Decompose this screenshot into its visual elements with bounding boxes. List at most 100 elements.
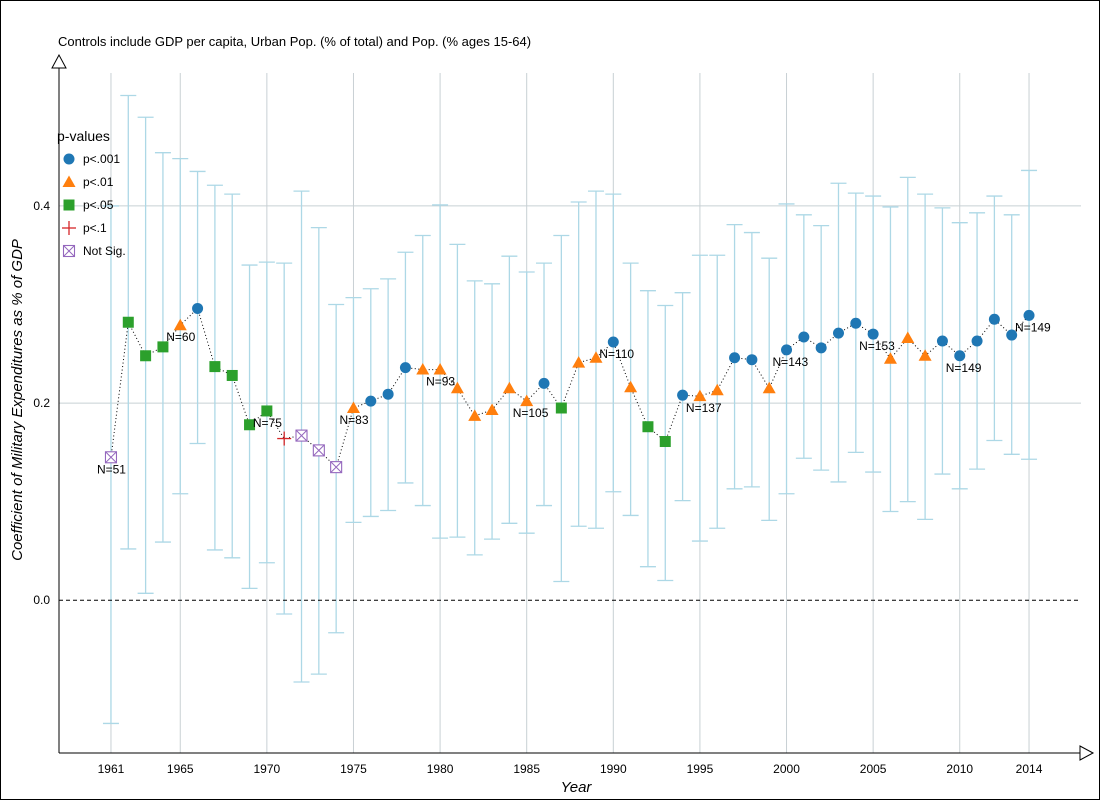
x-tick-label: 1990: [600, 762, 627, 776]
data-point-circle: [832, 327, 844, 339]
data-point-triangle: [346, 401, 360, 413]
grid-lines: [59, 73, 1081, 753]
x-tick-label: 2010: [946, 762, 973, 776]
x-tick-label: 1961: [98, 762, 125, 776]
connector-line: [110, 307, 1030, 469]
x-tick-label: 1980: [427, 762, 454, 776]
data-point-circle: [365, 395, 377, 407]
data-point-circle: [936, 335, 948, 347]
data-point-triangle: [520, 394, 534, 407]
data-point-triangle: [624, 380, 638, 393]
x-tick-label: 1965: [167, 762, 194, 776]
data-point-triangle: [433, 363, 447, 375]
legend-marker-plus: [62, 221, 76, 235]
data-point-circle: [192, 302, 204, 314]
data-point-square: [659, 436, 671, 448]
x-tick-label: 1985: [513, 762, 540, 776]
data-point-circle: [382, 388, 394, 400]
n-annotation: N=149: [1015, 320, 1051, 334]
x-axis-arrow: [1079, 745, 1095, 761]
data-point-square: [261, 405, 273, 417]
data-point-triangle: [901, 331, 915, 344]
data-point-circle: [1006, 329, 1018, 341]
n-annotation: N=137: [686, 401, 722, 415]
data-point-triangle: [450, 381, 464, 394]
legend-marker-triangle: [62, 175, 76, 187]
legend-item-p01: p<.01: [62, 175, 114, 189]
data-point-square: [226, 369, 238, 381]
n-annotation: N=153: [859, 339, 895, 353]
y-tick-label: 0.4: [33, 199, 50, 213]
data-point-triangle: [589, 351, 603, 363]
data-point-circle: [867, 328, 879, 340]
data-point-triangle: [710, 383, 724, 396]
data-point-square: [555, 402, 567, 414]
x-tick-label: 2000: [773, 762, 800, 776]
x-tick-label: 1970: [254, 762, 281, 776]
data-point-circle: [729, 352, 741, 364]
data-point-boxed-x: [104, 451, 118, 464]
n-annotation: N=60: [166, 330, 195, 344]
legend-item-p1: p<.1: [62, 221, 107, 235]
legend-marker-boxed-x: [62, 244, 76, 258]
n-annotation: N=105: [513, 406, 549, 420]
data-point-circle: [954, 350, 966, 362]
data-point-circle: [607, 336, 619, 348]
legend-items: p<.001 p<.01 p<.05 p<.1 Not Sig.: [62, 152, 126, 258]
y-axis-arrow: [51, 53, 67, 69]
data-point-circle: [798, 331, 810, 343]
legend-title: p-values: [57, 128, 110, 144]
data-point-square: [140, 350, 152, 362]
n-annotation: N=51: [97, 462, 126, 476]
legend-label: p<.05: [83, 198, 114, 212]
data-point-triangle: [468, 409, 482, 421]
data-point-circle: [971, 335, 983, 347]
data-point-circle: [538, 377, 550, 389]
n-annotation: N=93: [426, 375, 455, 389]
legend: p-values p<.001 p<.01 p<.05 p<.1 Not Sig.: [57, 128, 126, 258]
data-point-triangle: [918, 349, 932, 361]
data-point-triangle: [693, 389, 707, 402]
error-bar: [102, 205, 119, 725]
error-bars: [102, 94, 1038, 725]
data-point-circle: [746, 354, 758, 366]
data-point-circle: [677, 389, 689, 401]
legend-item-p05: p<.05: [63, 198, 114, 212]
legend-label: p<.01: [83, 175, 114, 189]
legend-label: p<.001: [83, 152, 120, 166]
data-point-square: [642, 421, 654, 433]
x-axis-label: Year: [561, 779, 593, 796]
data-point-triangle: [502, 381, 516, 394]
legend-item-p001: p<.001: [63, 152, 120, 166]
data-markers: [104, 302, 1035, 474]
data-point-triangle: [762, 381, 776, 394]
y-axis-label: Coefficient of Military Expenditures as …: [9, 239, 26, 561]
chart-title: Controls include GDP per capita, Urban P…: [58, 34, 531, 49]
data-point-boxed-x: [312, 444, 325, 457]
data-point-circle: [1023, 309, 1035, 321]
y-tick-labels: 0.0 0.2 0.4: [33, 199, 50, 607]
data-point-triangle: [173, 318, 187, 331]
legend-label: p<.1: [83, 221, 107, 235]
data-point-circle: [988, 313, 1000, 325]
x-tick-labels: 1961 1965 1970 1975 1980 1985 1990 1995 2000 2005…: [98, 762, 1043, 776]
axes: [51, 53, 1095, 761]
data-point-circle: [781, 344, 793, 356]
data-point-circle: [399, 362, 411, 374]
n-annotation: N=83: [339, 413, 368, 427]
legend-label: Not Sig.: [83, 244, 126, 258]
legend-item-ns: Not Sig.: [62, 244, 126, 258]
legend-marker-square: [63, 199, 75, 211]
data-point-triangle: [572, 356, 586, 368]
legend-marker-circle: [63, 153, 75, 165]
n-annotations: N=51 N=60 N=75 N=83 N=93 N=105 N=110 N=137 N=143…: [97, 320, 1051, 476]
data-point-triangle: [416, 363, 430, 375]
data-point-circle: [815, 342, 827, 354]
n-annotation: N=149: [946, 361, 982, 375]
x-tick-label: 1995: [687, 762, 714, 776]
x-tick-label: 2014: [1016, 762, 1043, 776]
x-tick-label: 2005: [860, 762, 887, 776]
data-point-circle: [850, 317, 862, 329]
